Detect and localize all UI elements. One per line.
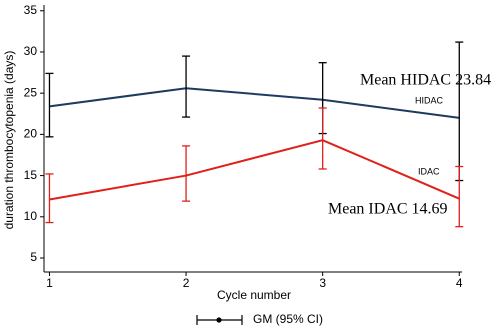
error-bar — [182, 55, 191, 118]
x-tick-label: 2 — [183, 276, 190, 290]
legend-label: GM (95% CI) — [253, 312, 323, 326]
error-bar — [45, 72, 54, 138]
x-tick-label: 4 — [456, 276, 463, 290]
x-tick-label: 1 — [46, 276, 53, 290]
y-tick-label: 20 — [24, 127, 38, 141]
x-axis-label: Cycle number — [217, 288, 291, 302]
series-label: HIDAC — [415, 95, 444, 105]
series-label: IDAC — [418, 166, 440, 176]
y-tick-label: 35 — [24, 3, 38, 17]
x-tick-label: 3 — [319, 276, 326, 290]
annotation: Mean IDAC 14.69 — [328, 201, 448, 218]
y-axis-label: duration thrombocytopenia (days) — [2, 51, 16, 230]
y-tick-label: 10 — [24, 209, 38, 223]
legend-symbol — [196, 315, 243, 325]
y-tick-label: 15 — [24, 168, 38, 182]
error-bar — [455, 41, 464, 182]
series-line — [49, 87, 460, 119]
annotation: Mean HIDAC 23.84 — [360, 72, 491, 89]
error-bar — [45, 173, 54, 224]
legend-dot — [216, 317, 222, 323]
series-line — [49, 139, 460, 201]
y-tick-label: 30 — [24, 44, 38, 58]
error-bar — [318, 107, 327, 170]
y-tick-label: 5 — [30, 250, 37, 264]
error-bar — [455, 165, 464, 228]
y-tick-label: 25 — [24, 85, 38, 99]
error-bar — [182, 145, 191, 202]
